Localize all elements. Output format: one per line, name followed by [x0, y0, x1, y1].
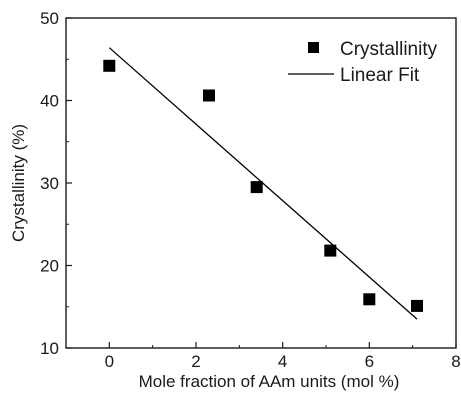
linear-fit-line — [108, 47, 418, 320]
legend-label-linear-fit: Linear Fit — [340, 65, 420, 86]
x-tick-label: 4 — [278, 352, 287, 371]
y-tick-label: 40 — [40, 92, 59, 111]
x-tick-label: 8 — [451, 352, 460, 371]
legend-label-crystallinity: Crystallinity — [340, 39, 438, 60]
y-tick-label: 20 — [40, 257, 59, 276]
y-axis-label: Crystallinity (%) — [9, 124, 28, 242]
points-group — [103, 59, 423, 312]
data-point — [250, 181, 263, 194]
y-tick-label: 10 — [40, 339, 59, 358]
y-tick-label: 50 — [40, 9, 59, 28]
data-point — [363, 293, 376, 306]
y-tick-label: 30 — [40, 174, 59, 193]
data-point — [103, 59, 116, 72]
legend: Crystallinity Linear Fit — [288, 39, 438, 86]
x-tick-label: 6 — [365, 352, 374, 371]
x-axis-label: Mole fraction of AAm units (mol %) — [139, 372, 400, 391]
legend-marker-crystallinity — [308, 42, 319, 53]
ticks-group: 0 2 4 6 8 10 20 30 40 50 — [40, 9, 461, 371]
data-point — [203, 89, 215, 102]
x-tick-label: 0 — [105, 352, 114, 371]
x-tick-label: 2 — [191, 352, 200, 371]
data-point — [411, 299, 423, 312]
fit-line-group — [108, 47, 418, 320]
data-point — [324, 244, 337, 257]
